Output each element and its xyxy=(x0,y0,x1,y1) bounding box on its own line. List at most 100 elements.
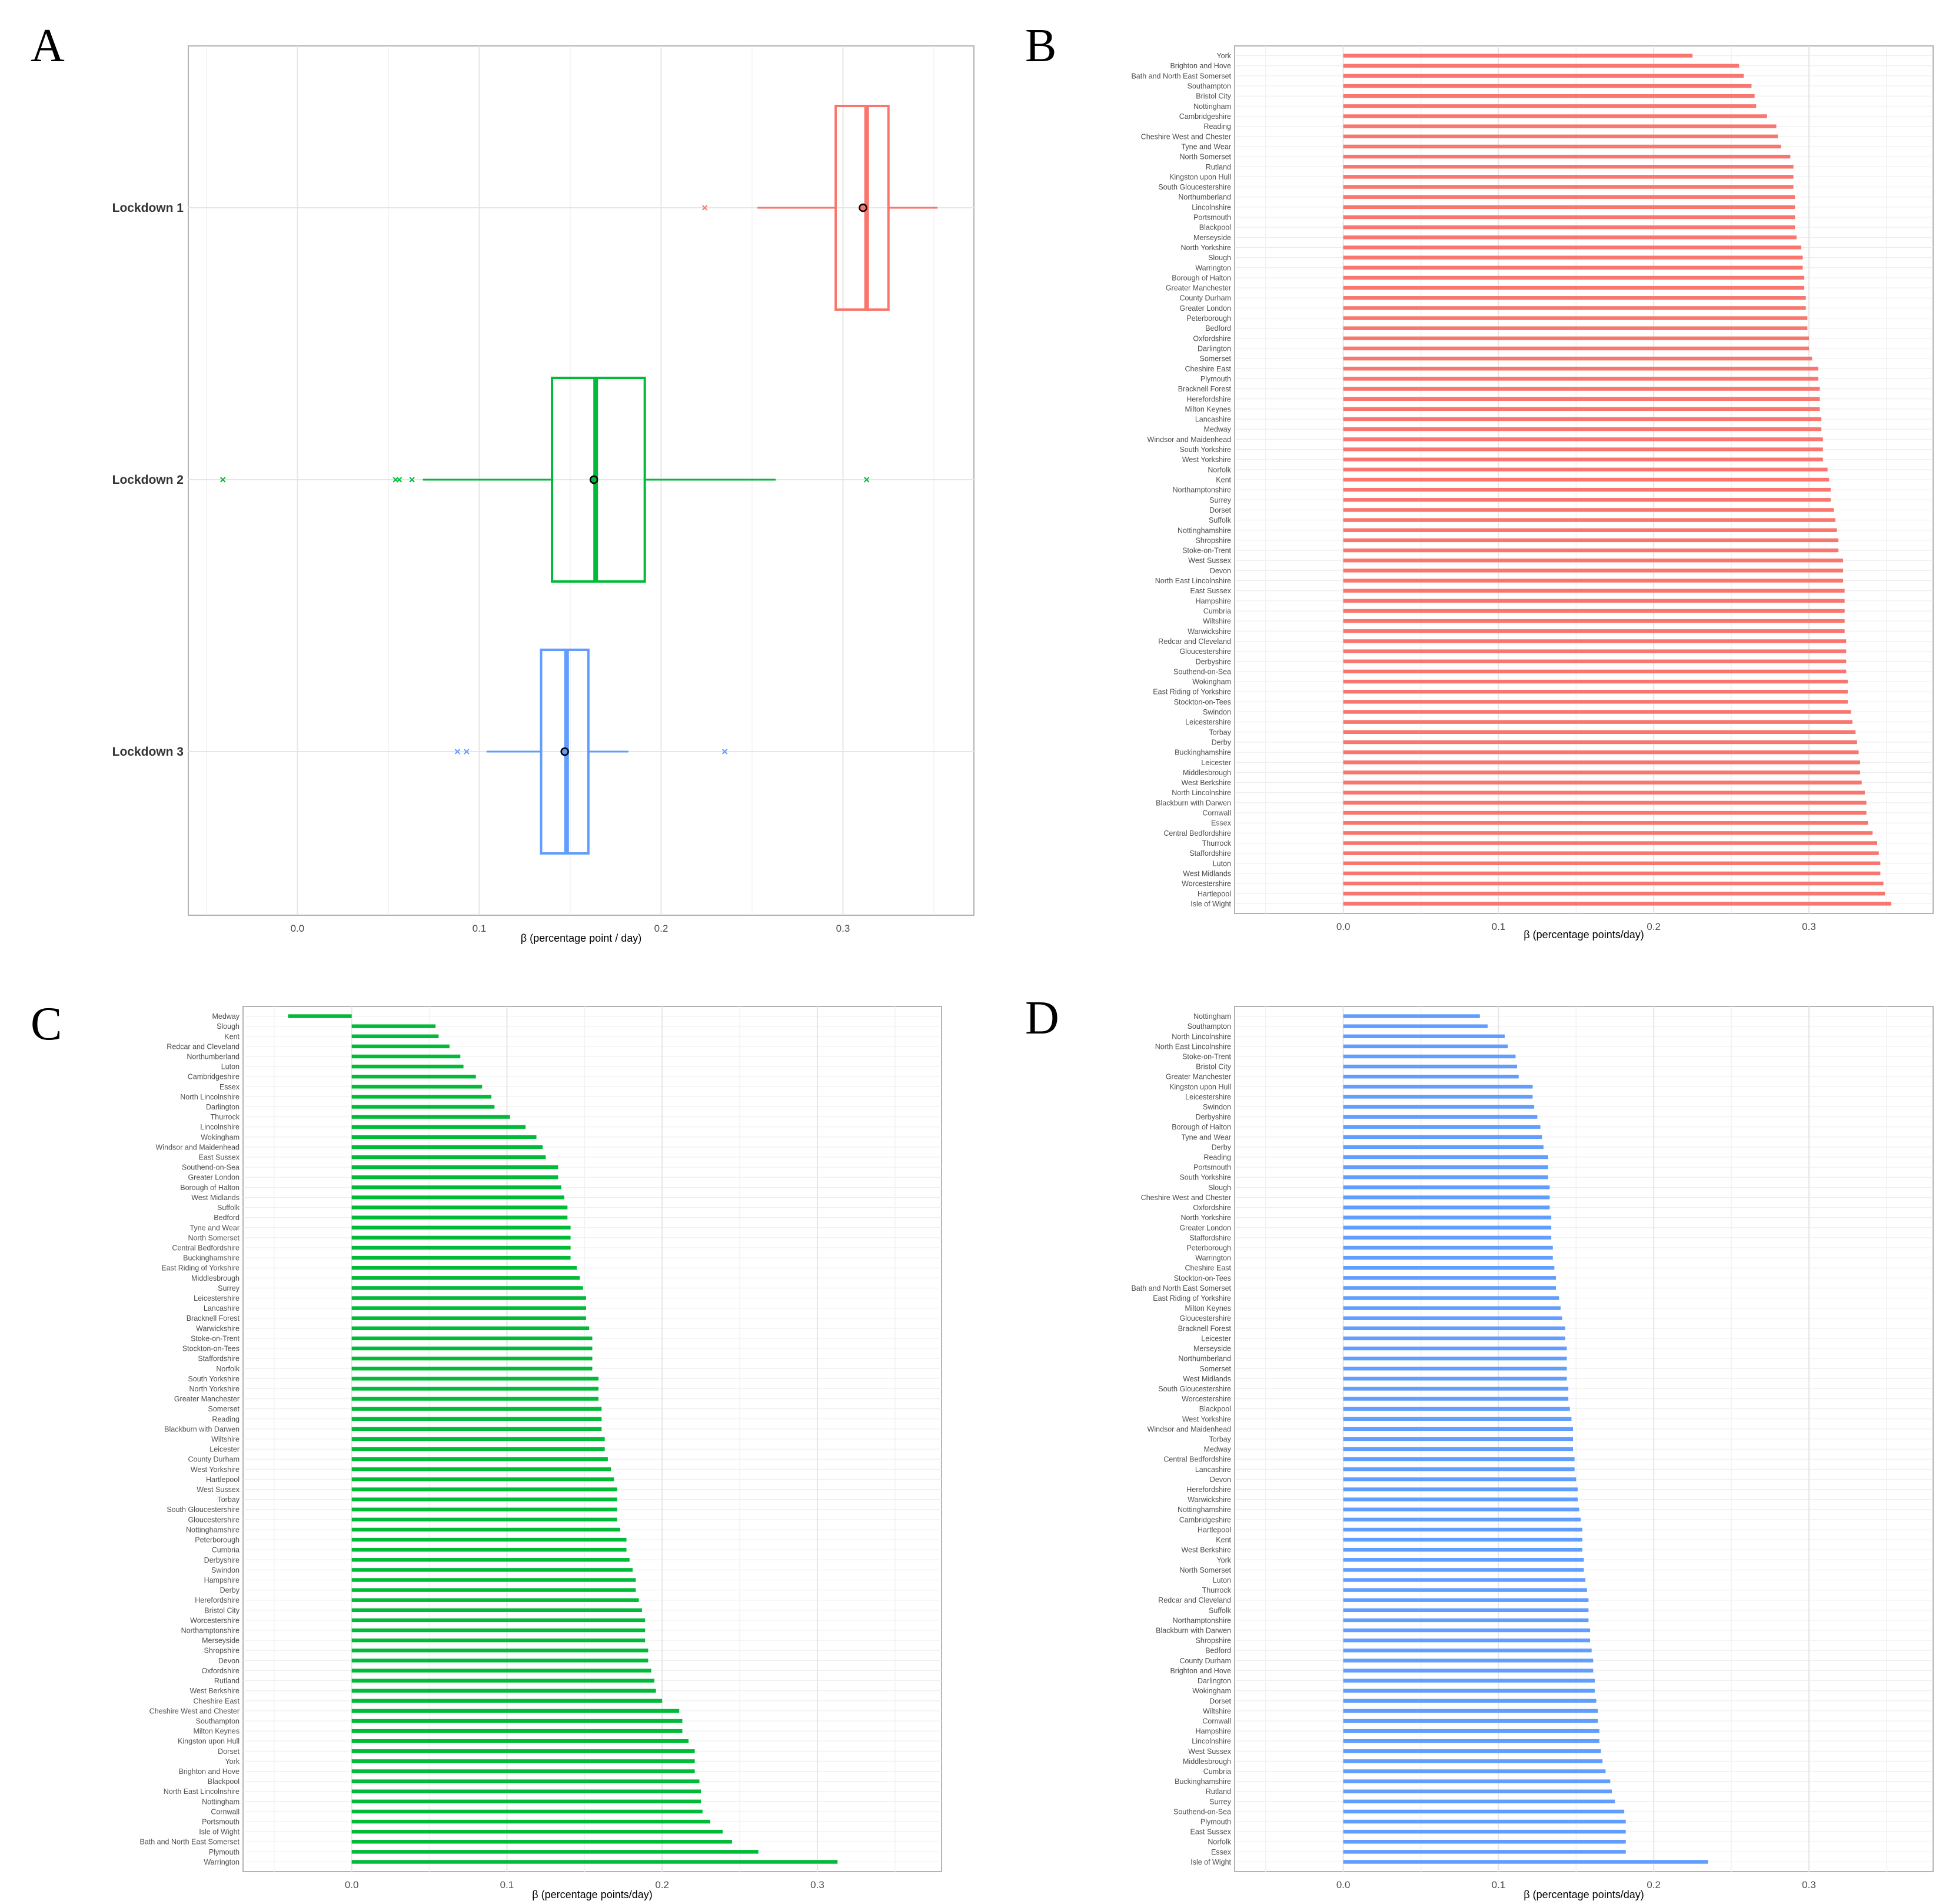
panel-d-category-label: Buckinghamshire xyxy=(1175,1777,1231,1786)
panel-b-bar xyxy=(1343,437,1823,441)
panel-c-category-label: North Lincolnshire xyxy=(180,1093,240,1101)
panel-c-bar xyxy=(351,1276,580,1280)
panel-b-bar xyxy=(1343,296,1806,300)
panel-c-bar xyxy=(351,1578,636,1582)
panel-c-category-label: East Riding of Yorkshire xyxy=(161,1264,240,1272)
panel-d-category-label: Bedford xyxy=(1205,1647,1231,1655)
panel-b-category-label: Windsor and Maidenhead xyxy=(1148,436,1231,444)
panel-b-bar xyxy=(1343,144,1781,149)
panel-b-category-label: Wokingham xyxy=(1192,678,1231,686)
panel-c-bar xyxy=(351,1759,695,1763)
panel-b-category-label: Leicester xyxy=(1201,759,1231,767)
panel-letter-d: D xyxy=(1025,992,1059,1044)
panel-d-category-label: Cambridgeshire xyxy=(1179,1516,1231,1524)
panel-b-bar xyxy=(1343,639,1847,643)
panel-d-bar xyxy=(1343,1115,1538,1119)
panel-d-bar xyxy=(1343,1487,1578,1491)
panel-b-bar xyxy=(1343,134,1778,138)
panel-d-bar xyxy=(1343,1497,1578,1501)
panel-c-category-label: Gloucestershire xyxy=(188,1516,240,1524)
panel-d-bar xyxy=(1343,1809,1625,1814)
panel-b-category-label: Derbyshire xyxy=(1196,657,1231,666)
panel-c-category-label: Blackpool xyxy=(208,1777,240,1786)
panel-d-category-label: Merseyside xyxy=(1193,1345,1231,1353)
panel-c-bar xyxy=(351,1537,627,1542)
panel-b-bar xyxy=(1343,518,1835,522)
panel-b-category-label: Worcestershire xyxy=(1182,880,1231,888)
panel-c-bar xyxy=(351,1769,695,1773)
panel-d-bar xyxy=(1343,1829,1626,1834)
panel-d-bar xyxy=(1343,1195,1550,1199)
panel-d-bar xyxy=(1343,1588,1587,1592)
panel-c-bar xyxy=(351,1558,630,1562)
panel-d-bar xyxy=(1343,1225,1552,1230)
panel-c-bar xyxy=(351,1789,701,1793)
panel-b-bar xyxy=(1343,892,1885,896)
panel-c-category-label: Milton Keynes xyxy=(193,1727,240,1736)
panel-d-category-label: Staffordshire xyxy=(1189,1234,1231,1242)
panel-b-category-label: Greater London xyxy=(1179,304,1231,313)
panel-d-category-label: North Somerset xyxy=(1179,1566,1231,1574)
panel-b-category-label: East Riding of Yorkshire xyxy=(1153,688,1231,696)
panel-d-category-label: Cumbria xyxy=(1203,1767,1231,1776)
panel-c-category-label: Shropshire xyxy=(204,1647,240,1655)
panel-c-category-label: County Durham xyxy=(188,1456,240,1464)
panel-b-bar xyxy=(1343,710,1851,714)
panel-c-bar xyxy=(351,1185,561,1189)
panel-c-bar xyxy=(351,1135,537,1139)
panel-c-bar xyxy=(351,1306,586,1310)
panel-d-category-label: North East Lincolnshire xyxy=(1155,1042,1231,1051)
panel-d-category-label: Swindon xyxy=(1203,1103,1231,1111)
panel-b-x-tick-label: 0.1 xyxy=(1492,921,1506,932)
panel-b-bar xyxy=(1343,417,1822,421)
panel-a-x-tick-label: 0.2 xyxy=(654,923,668,934)
panel-c-bar xyxy=(351,1517,617,1522)
panel-b-x-tick-label: 0.0 xyxy=(1336,921,1351,932)
panel-b-bar xyxy=(1343,477,1830,482)
panel-b-bar xyxy=(1343,559,1844,563)
panel-d-bar xyxy=(1343,1326,1565,1331)
panel-d-bar xyxy=(1343,1860,1708,1864)
panel-c-category-label: Suffolk xyxy=(217,1204,240,1212)
panel-c-bar xyxy=(351,1054,461,1059)
panel-b-category-label: Hampshire xyxy=(1196,597,1231,605)
panel-b-bar xyxy=(1343,841,1878,845)
panel-c-category-label: Nottingham xyxy=(202,1797,240,1806)
panel-d-category-label: Devon xyxy=(1210,1476,1231,1484)
panel-b-bar xyxy=(1343,205,1795,210)
panel-d-bar xyxy=(1343,1356,1567,1361)
panel-c-bar xyxy=(351,1829,723,1834)
panel-c-bar xyxy=(351,1679,655,1683)
panel-b-category-label: North East Lincolnshire xyxy=(1155,577,1231,585)
panel-c-bar xyxy=(351,1447,605,1451)
panel-d-bar xyxy=(1343,1659,1594,1663)
panel-b-bar xyxy=(1343,730,1856,735)
panel-b-category-label: North Yorkshire xyxy=(1181,244,1232,252)
panel-d-bar xyxy=(1343,1537,1582,1542)
panel-c-category-label: Warwickshire xyxy=(196,1324,240,1333)
panel-a-group-label: Lockdown 1 xyxy=(112,201,184,215)
panel-d-bar xyxy=(1343,1789,1612,1793)
panel-b-category-label: County Durham xyxy=(1179,294,1231,303)
panel-b-category-label: Milton Keynes xyxy=(1185,405,1231,413)
panel-d-category-label: Isle of Wight xyxy=(1190,1858,1231,1866)
panel-b-category-label: Warrington xyxy=(1195,264,1231,272)
panel-b-category-label: Suffolk xyxy=(1209,516,1232,524)
panel-d-category-label: Wokingham xyxy=(1192,1687,1231,1695)
panel-b-bar xyxy=(1343,367,1818,371)
panel-d-bar xyxy=(1343,1649,1592,1653)
panel-b-bar xyxy=(1343,154,1791,159)
panel-c-category-label: Windsor and Maidenhead xyxy=(156,1143,240,1151)
panel-b-category-label: North Lincolnshire xyxy=(1172,789,1231,797)
panel-d-bar xyxy=(1343,1457,1575,1461)
panel-c-bar xyxy=(351,1618,646,1623)
panel-c-x-tick-label: 0.2 xyxy=(655,1879,669,1890)
panel-c-category-label: York xyxy=(225,1757,240,1766)
panel-d-category-label: Somerset xyxy=(1200,1365,1232,1373)
panel-c-bar xyxy=(351,1095,492,1099)
panel-d-bar xyxy=(1343,1669,1594,1673)
panel-d-bar xyxy=(1343,1205,1550,1209)
panel-d-category-label: Southend-on-Sea xyxy=(1173,1807,1231,1816)
panel-b-bar xyxy=(1343,619,1845,623)
